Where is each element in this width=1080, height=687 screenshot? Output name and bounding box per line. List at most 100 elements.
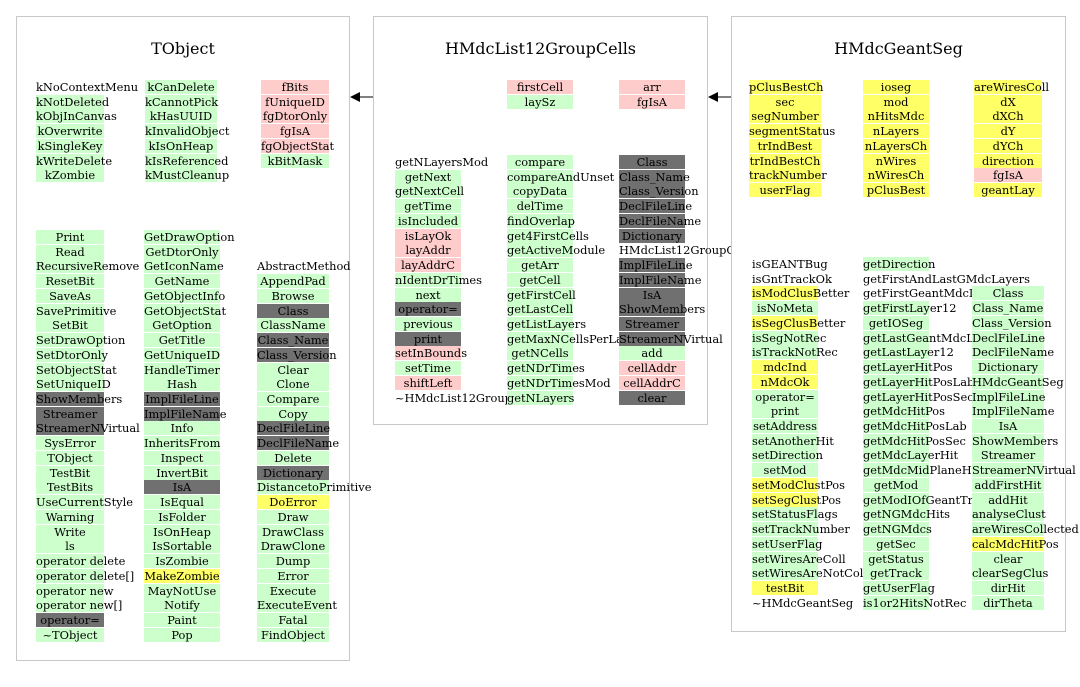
class-method-declfilename: DeclFileName: [257, 436, 340, 451]
class-method-setmod: setMod: [752, 463, 818, 478]
class-method-isnometa: isNoMeta: [752, 301, 818, 316]
class-method-clearsegclus: clearSegClus: [972, 566, 1049, 581]
class-member-tracknumber: trackNumber: [749, 168, 827, 183]
class-title: HMdcGeantSeg: [834, 39, 963, 58]
class-method-dictionary: Dictionary: [257, 465, 329, 480]
class-method-tobject: TObject: [36, 450, 104, 465]
class-method-class-version: Class_Version: [619, 184, 699, 199]
class-method-compare: Compare: [257, 392, 329, 407]
class-method-getcell: getCell: [507, 272, 573, 287]
class-method-operator-new: operator new: [36, 583, 114, 598]
class-method-dictionary: Dictionary: [619, 228, 685, 243]
class-member-fgisa: fgIsA: [261, 124, 329, 139]
class-method-getarr: getArr: [507, 258, 573, 273]
class-method-nidentdrtimes: nIdentDrTimes: [395, 272, 482, 287]
class-method-setstatusflags: setStatusFlags: [752, 507, 838, 522]
class-method-isgeantbug: isGEANTBug: [752, 257, 828, 271]
class-method-clear: clear: [619, 390, 685, 405]
class-member-firstcell: firstCell: [507, 80, 573, 94]
class-method-setdirection: setDirection: [752, 448, 823, 463]
class-method-makezombie: MakeZombie: [144, 568, 220, 583]
class-method-implfilename: ImplFileName: [619, 272, 702, 287]
class-method-mdcind: mdcInd: [752, 360, 818, 375]
class-method-executeevent: ExecuteEvent: [257, 598, 337, 613]
class-method-delete: Delete: [257, 450, 329, 465]
class-method-isonheap: IsOnHeap: [144, 524, 220, 539]
class-member-ioseg: ioseg: [863, 80, 929, 94]
class-method-implfileline: ImplFileLine: [144, 392, 220, 407]
class-method-print: print: [395, 331, 461, 346]
class-method-getlastcell: getLastCell: [507, 302, 574, 317]
class-method-getndrtimes: getNDrTimes: [507, 361, 585, 376]
class-member-kwritedelete: kWriteDelete: [36, 153, 113, 168]
class-method-showmembers: ShowMembers: [36, 392, 123, 407]
class-method-previous: previous: [395, 317, 461, 332]
class-method-ls: ls: [36, 539, 104, 554]
class-method-print: Print: [36, 230, 104, 244]
class-method-getuserflag: getUserFlag: [863, 581, 935, 596]
class-title: TObject: [151, 39, 215, 58]
class-method-resetbit: ResetBit: [36, 274, 104, 289]
class-method-showmembers: ShowMembers: [619, 302, 706, 317]
class-method-isa: IsA: [972, 419, 1044, 434]
class-method-dirhit: dirHit: [972, 581, 1044, 596]
class-member-kinvalidobject: kInvalidObject: [145, 124, 230, 139]
class-method-invertbit: InvertBit: [144, 465, 220, 480]
class-member-trindbestch: trIndBestCh: [749, 153, 821, 168]
class-member-arr: arr: [619, 80, 685, 94]
class-method-dirtheta: dirTheta: [972, 595, 1044, 610]
class-method-iszombie: IsZombie: [144, 554, 220, 569]
class-method-getdtoronly: GetDtorOnly: [144, 244, 220, 259]
class-method-getobjectinfo: GetObjectInfo: [144, 288, 226, 303]
class-method-fatal: Fatal: [257, 612, 329, 627]
class-member-arewirescoll: areWiresColl: [974, 80, 1050, 94]
class-method-appendpad: AppendPad: [257, 274, 329, 289]
class-method-getnextcell: getNextCell: [395, 184, 465, 199]
class-member-nlayersch: nLayersCh: [863, 138, 929, 153]
inheritance-arrow-hmdclist12groupcells-to-tobject: [350, 92, 373, 102]
class-method-class-name: Class_Name: [972, 301, 1044, 316]
class-member-trindbest: trIndBest: [749, 138, 821, 153]
class-member-sec: sec: [749, 94, 821, 109]
class-method-clone: Clone: [257, 377, 329, 392]
class-member-kisreferenced: kIsReferenced: [145, 153, 229, 168]
class-method-setanotherhit: setAnotherHit: [752, 433, 834, 448]
class-method-abstractmethod: AbstractMethod: [257, 259, 351, 274]
class-method-istracknotrec: isTrackNotRec: [752, 345, 838, 360]
class-member-kcannotpick: kCannotPick: [145, 94, 219, 109]
class-method-setobjectstat: SetObjectStat: [36, 362, 117, 377]
class-method-dictionary: Dictionary: [972, 360, 1044, 375]
class-method-browse: Browse: [257, 288, 329, 303]
class-method-gettime: getTime: [395, 199, 461, 214]
class-method-paint: Paint: [144, 612, 220, 627]
class-method-isfolder: IsFolder: [144, 509, 220, 524]
class-method-hash: Hash: [144, 377, 220, 392]
class-method-isequal: IsEqual: [144, 495, 220, 510]
class-member-fgisa: fgIsA: [974, 168, 1042, 183]
class-member-kcandelete: kCanDelete: [145, 80, 217, 94]
class-method-issortable: IsSortable: [144, 539, 220, 554]
class-method-write: Write: [36, 524, 104, 539]
class-member-direction: direction: [974, 153, 1042, 168]
class-method-operator: operator=: [395, 302, 461, 317]
class-method-findobject: FindObject: [257, 627, 329, 642]
class-method-setuniqueid: SetUniqueID: [36, 377, 111, 392]
class-method-deltime: delTime: [507, 199, 573, 214]
class-method-getoption: GetOption: [144, 318, 220, 333]
class-method-gettitle: GetTitle: [144, 333, 220, 348]
class-member-laysz: laySz: [507, 94, 573, 109]
class-method-getnlayers: getNLayers: [507, 390, 575, 405]
class-member-kmustcleanup: kMustCleanup: [145, 168, 230, 183]
class-method-showmembers: ShowMembers: [972, 433, 1059, 448]
class-method-getmod: getMod: [863, 477, 929, 492]
class-member-kisonheap: kIsOnHeap: [145, 138, 217, 153]
class-method-getncells: getNCells: [507, 346, 573, 361]
class-method-getuniqueid: GetUniqueID: [144, 347, 220, 362]
class-method-geticonname: GetIconName: [144, 259, 224, 274]
class-method-handletimer: HandleTimer: [144, 362, 220, 377]
class-method-tobject: ~TObject: [36, 627, 104, 642]
class-method-layaddrc: layAddrC: [395, 258, 461, 273]
class-member-koverwrite: kOverwrite: [36, 124, 104, 139]
class-method-setbit: SetBit: [36, 318, 104, 333]
class-method-declfilename: DeclFileName: [972, 345, 1055, 360]
